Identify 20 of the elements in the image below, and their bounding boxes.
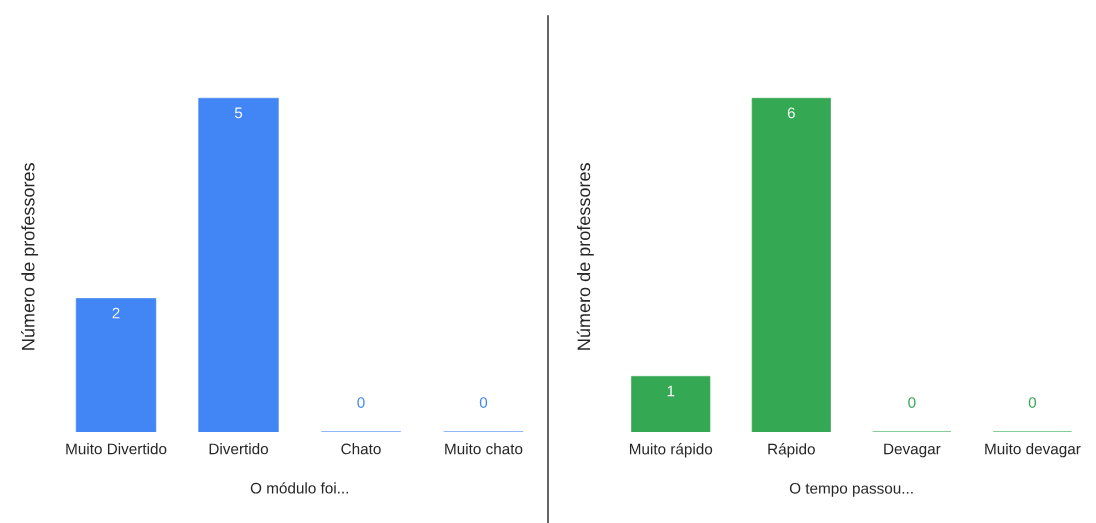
x-tick-label: Devagar: [884, 443, 941, 458]
y-axis-title: Número de professores: [21, 163, 39, 350]
x-tick-label: Chato: [341, 443, 381, 455]
x-tick-label: Muito rápido: [629, 443, 713, 458]
x-tick-label: Divertido: [209, 443, 269, 455]
data-label: 5: [234, 107, 243, 119]
data-label: 2: [112, 307, 120, 319]
x-tick-label: Muito chato: [445, 443, 523, 455]
x-axis-title: O módulo foi...: [250, 482, 349, 494]
data-label: 0: [357, 397, 365, 408]
data-label: 1: [667, 385, 675, 397]
data-label: 0: [908, 397, 916, 408]
x-tick-label: Rápido: [768, 443, 815, 458]
x-tick-label: Muito Divertido: [66, 443, 167, 455]
x-tick-label: Muito devagar: [985, 443, 1081, 458]
x-axis-title: O tempo passou...: [789, 482, 913, 497]
data-label: 6: [787, 107, 795, 119]
data-label: 0: [479, 397, 488, 408]
data-label: 0: [1028, 397, 1037, 408]
y-axis-title: Número de professores: [576, 163, 594, 350]
